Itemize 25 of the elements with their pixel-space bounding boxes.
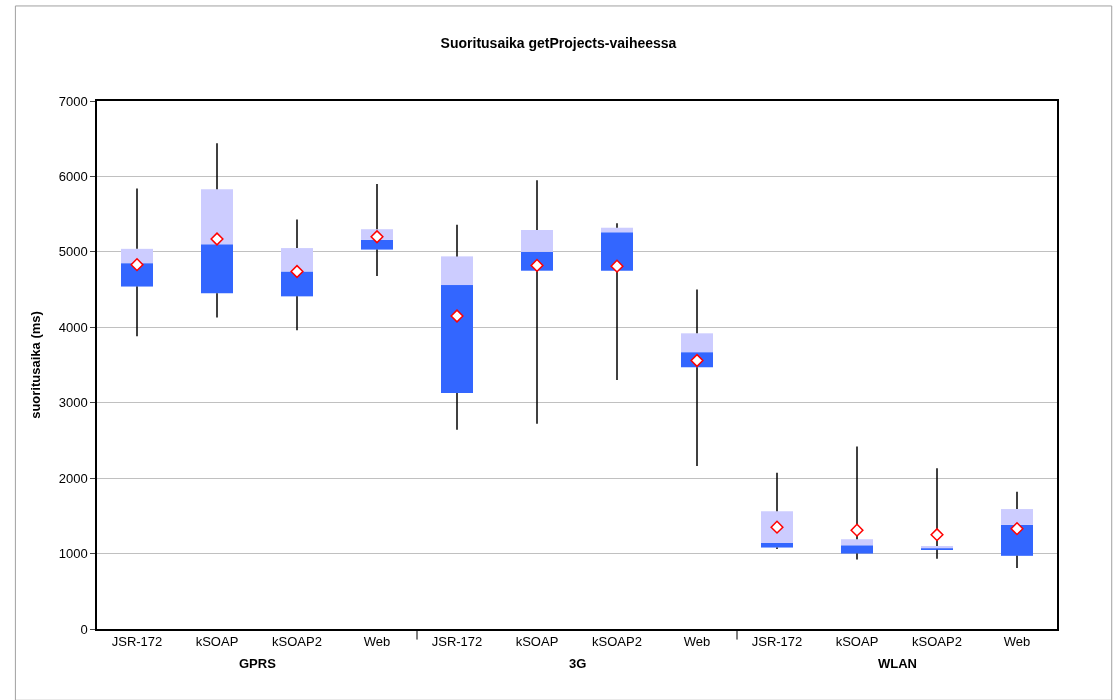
x-tick-label: Web [683, 634, 711, 650]
x-tick-label: kSOAP [835, 634, 879, 650]
x-tick-label: kSOAP2 [912, 634, 962, 650]
x-tick-label: JSR-172 [751, 634, 803, 650]
x-tick-label: kSOAP [195, 634, 239, 650]
y-tick-label: 7000 [58, 93, 88, 109]
y-tick-label: 1000 [58, 546, 88, 562]
y-tick-label: 5000 [58, 244, 88, 260]
y-tick-label: 2000 [58, 470, 88, 486]
x-tick-label: JSR-172 [111, 634, 163, 650]
x-tick-label: kSOAP2 [272, 634, 322, 650]
y-tick-label: 0 [80, 621, 88, 637]
y-axis-title: suoritusaika (ms) [28, 311, 44, 419]
text: WLAN [878, 656, 917, 671]
x-tick-label: Web [1003, 634, 1031, 650]
x-tick-label: kSOAP2 [592, 634, 642, 650]
text: GPRS [239, 656, 277, 671]
x-tick-label: kSOAP [515, 634, 559, 650]
y-tick-label: 3000 [58, 395, 88, 411]
y-tick-label: 6000 [58, 168, 88, 184]
x-tick-label: JSR-172 [431, 634, 483, 650]
chart-title: Suoritusaika getProjects-vaiheessa [440, 35, 677, 52]
x-tick-label: Web [363, 634, 391, 650]
text: 3G [569, 656, 587, 671]
y-tick-label: 4000 [58, 319, 88, 335]
